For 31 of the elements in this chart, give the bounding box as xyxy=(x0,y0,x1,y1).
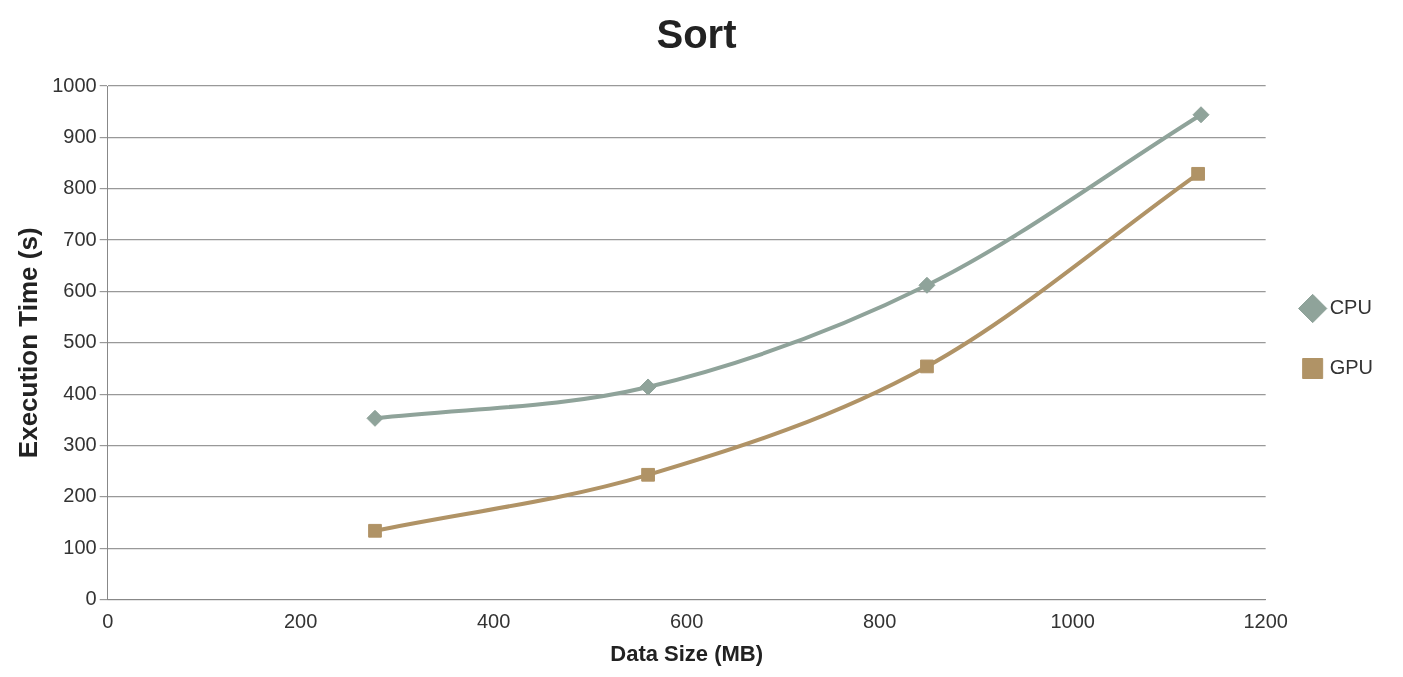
y-tick-label: 400 xyxy=(63,381,97,404)
x-tick-label: 1200 xyxy=(1243,610,1288,633)
x-tick-label: 0 xyxy=(102,610,114,633)
y-tick-label: 100 xyxy=(63,535,97,558)
y-tick-label: 700 xyxy=(63,227,97,250)
x-tick-label: 600 xyxy=(669,610,704,633)
legend-label: GPU xyxy=(1329,356,1373,379)
point xyxy=(918,276,936,294)
x-tick-label: 800 xyxy=(862,610,897,633)
point xyxy=(1192,106,1210,124)
x-tick-label: 200 xyxy=(284,610,318,633)
y-tick-label: 600 xyxy=(63,278,97,301)
y-axis-title: Execution Time (s) xyxy=(12,227,43,459)
point xyxy=(920,359,934,374)
y-tick-label: 0 xyxy=(85,587,97,610)
x-tick-label: 1000 xyxy=(1050,610,1095,633)
point xyxy=(1191,166,1205,181)
point xyxy=(366,409,384,427)
x-tick-label: 400 xyxy=(476,610,511,633)
point xyxy=(639,378,657,396)
y-tick-label: 1000 xyxy=(52,73,97,96)
chart-title: Sort xyxy=(656,12,737,57)
x-axis-title: Data Size (MB) xyxy=(610,640,764,666)
y-tick-label: 900 xyxy=(63,124,97,147)
y-tick-label: 800 xyxy=(63,176,97,199)
y-tick-label: 200 xyxy=(63,484,97,507)
y-tick-label: 300 xyxy=(63,433,97,456)
point xyxy=(368,523,382,538)
legend-label: CPU xyxy=(1329,296,1372,319)
y-tick-label: 500 xyxy=(63,330,97,353)
point xyxy=(641,467,655,482)
